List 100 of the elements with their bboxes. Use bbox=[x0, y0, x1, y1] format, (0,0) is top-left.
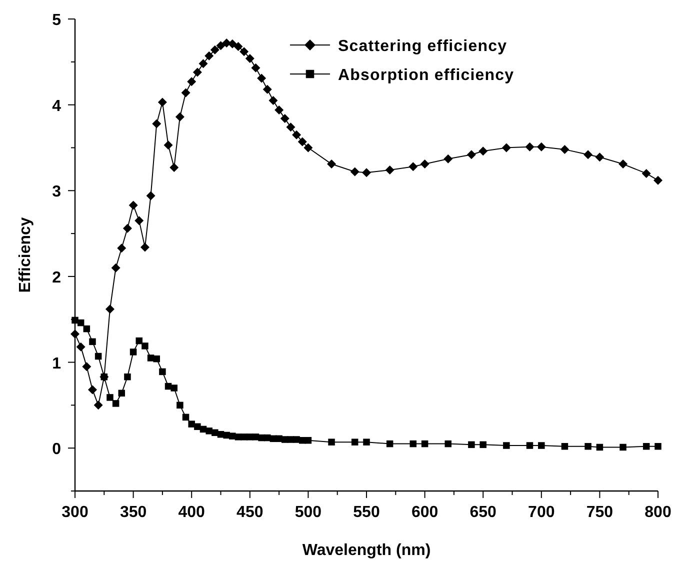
point bbox=[596, 444, 604, 451]
point bbox=[386, 440, 394, 448]
point bbox=[274, 105, 284, 114]
x-tick-label: 800 bbox=[644, 504, 672, 521]
point bbox=[140, 242, 150, 252]
y-tick-label: 5 bbox=[52, 12, 62, 29]
point bbox=[159, 368, 166, 376]
point bbox=[88, 385, 97, 394]
point bbox=[170, 162, 179, 172]
point bbox=[240, 47, 249, 56]
point bbox=[106, 394, 114, 401]
point bbox=[245, 54, 254, 63]
point bbox=[385, 166, 394, 175]
point bbox=[525, 142, 534, 152]
point bbox=[642, 168, 651, 178]
point bbox=[94, 400, 103, 410]
point bbox=[153, 355, 160, 362]
point bbox=[198, 59, 208, 68]
point bbox=[298, 137, 307, 146]
point bbox=[182, 414, 190, 421]
point bbox=[204, 51, 214, 60]
point bbox=[117, 244, 126, 253]
x-tick-label: 750 bbox=[586, 504, 614, 521]
point bbox=[164, 140, 173, 150]
point bbox=[111, 263, 120, 272]
point bbox=[478, 146, 488, 156]
point bbox=[251, 63, 260, 72]
point bbox=[70, 329, 80, 338]
x-tick-label: 700 bbox=[528, 504, 555, 521]
point bbox=[560, 144, 570, 154]
point bbox=[83, 325, 90, 332]
point bbox=[105, 304, 114, 314]
point bbox=[210, 45, 220, 54]
point bbox=[410, 440, 417, 448]
point bbox=[118, 390, 126, 397]
x-tick-label: 300 bbox=[62, 504, 88, 521]
point bbox=[257, 74, 266, 83]
point bbox=[328, 438, 335, 446]
point bbox=[187, 77, 196, 86]
point bbox=[268, 96, 278, 106]
point bbox=[234, 42, 243, 51]
x-tick-label: 600 bbox=[411, 504, 438, 521]
y-tick-label: 3 bbox=[52, 184, 62, 201]
point bbox=[444, 154, 453, 164]
point bbox=[112, 400, 120, 407]
point bbox=[82, 362, 92, 372]
point bbox=[363, 438, 370, 446]
point bbox=[286, 122, 296, 132]
point bbox=[654, 176, 662, 185]
point bbox=[280, 114, 290, 124]
point bbox=[468, 441, 475, 448]
point bbox=[158, 98, 167, 107]
point bbox=[304, 436, 312, 444]
point bbox=[89, 338, 96, 346]
x-tick-label: 650 bbox=[470, 504, 497, 521]
point bbox=[304, 143, 313, 152]
point bbox=[502, 143, 511, 152]
point bbox=[146, 191, 156, 200]
point bbox=[584, 443, 592, 450]
point bbox=[466, 150, 476, 160]
point bbox=[618, 160, 628, 169]
point bbox=[262, 84, 272, 94]
point bbox=[561, 443, 568, 450]
y-tick-label: 0 bbox=[52, 441, 62, 458]
point bbox=[194, 423, 201, 430]
point bbox=[351, 438, 358, 446]
point bbox=[170, 384, 178, 392]
legend-label: Absorption efficiency bbox=[338, 67, 514, 84]
x-tick-label: 450 bbox=[236, 504, 264, 521]
point bbox=[595, 152, 604, 162]
point bbox=[130, 348, 137, 356]
point bbox=[420, 160, 430, 169]
point bbox=[526, 442, 534, 449]
x-tick-label: 350 bbox=[120, 504, 147, 521]
point bbox=[444, 440, 452, 448]
point bbox=[142, 342, 148, 350]
point bbox=[362, 168, 371, 178]
point bbox=[188, 420, 195, 428]
point bbox=[122, 224, 132, 233]
x-tick-label: 500 bbox=[294, 504, 322, 521]
point bbox=[192, 68, 202, 77]
point bbox=[76, 342, 86, 352]
point bbox=[136, 337, 143, 344]
point bbox=[216, 41, 226, 50]
point bbox=[175, 112, 184, 122]
point bbox=[128, 200, 138, 210]
point bbox=[536, 142, 546, 152]
point bbox=[134, 216, 144, 226]
y-tick-label: 2 bbox=[52, 269, 62, 286]
y-tick-label: 4 bbox=[52, 98, 62, 115]
point bbox=[408, 162, 418, 172]
x-axis-title: Wavelength (nm) bbox=[302, 542, 431, 559]
point bbox=[152, 119, 162, 128]
x-tick-label: 400 bbox=[178, 504, 206, 521]
legend-label: Scattering efficiency bbox=[338, 38, 508, 55]
point bbox=[94, 352, 102, 360]
point bbox=[292, 130, 302, 140]
y-tick-label: 1 bbox=[52, 355, 62, 372]
point bbox=[654, 443, 662, 450]
point bbox=[584, 150, 593, 160]
